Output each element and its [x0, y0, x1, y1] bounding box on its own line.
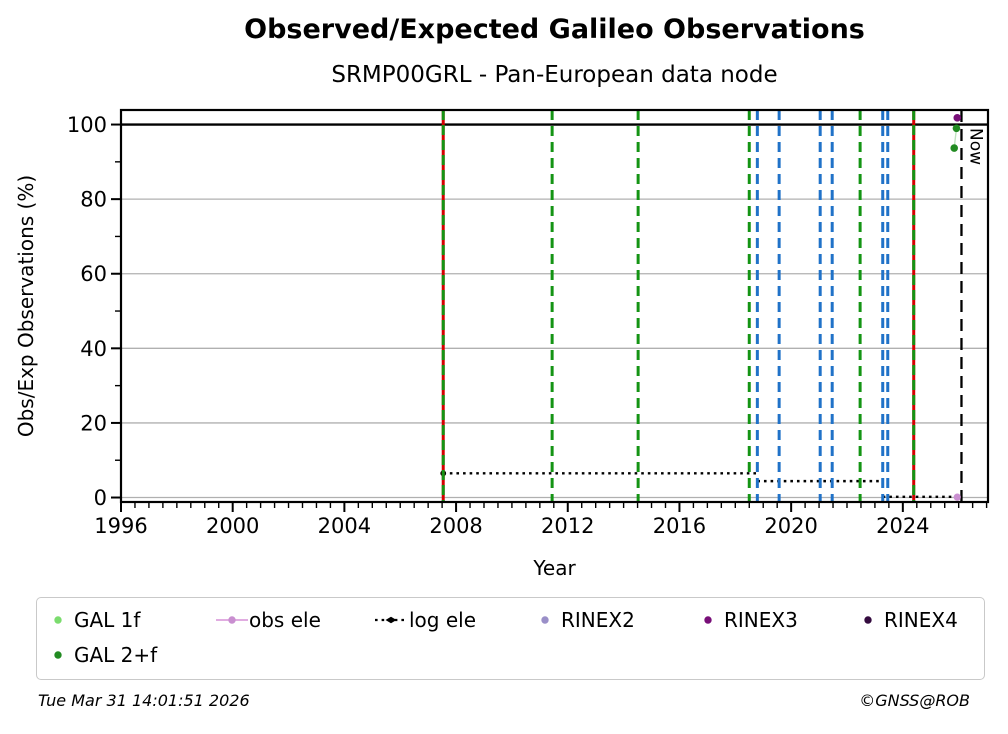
y-axis-label: Obs/Exp Observations (%) — [14, 174, 38, 438]
page-subtitle: SRMP00GRL - Pan-European data node — [331, 62, 778, 88]
legend: GAL 1f GAL 2+f obs ele log ele RINEX2 RINEX… — [36, 597, 985, 680]
data-point-rinex3 — [953, 114, 962, 122]
now-label: Now — [965, 128, 985, 165]
legend-marker-rinex2-dot-icon — [541, 616, 549, 624]
x-tick-label: 2004 — [318, 514, 371, 538]
legend-label-log_ele: log ele — [409, 608, 477, 632]
x-axis-label: Year — [533, 556, 576, 580]
data-point-obs-ele — [953, 493, 961, 501]
legend-label-rinex2: RINEX2 — [561, 608, 635, 632]
y-tick-label: 80 — [80, 188, 107, 212]
legend-label-rinex4: RINEX4 — [884, 608, 958, 632]
legend-marker-gal1f-dot-icon — [54, 616, 62, 624]
x-tick-label: 2000 — [206, 514, 259, 538]
x-tick-label: 2012 — [541, 514, 594, 538]
legend-marker-log_ele-line-icon — [375, 616, 407, 624]
x-tick-label: 2024 — [876, 514, 929, 538]
data-point-gal-2-f — [950, 144, 959, 152]
legend-label-gal2f: GAL 2+f — [74, 642, 158, 667]
y-tick-label: 20 — [80, 411, 107, 435]
plot-timestamp: Tue Mar 31 14:01:51 2026 — [38, 691, 250, 710]
legend-marker-gal2f-dot-icon — [54, 650, 62, 659]
x-tick-label: 2016 — [653, 514, 706, 538]
x-tick-label: 2020 — [764, 514, 817, 538]
legend-marker-rinex3-dot-icon — [704, 616, 712, 624]
page-title: Observed/Expected Galileo Observations — [244, 14, 865, 45]
legend-marker-rinex4-dot-icon — [864, 616, 872, 624]
y-tick-label: 40 — [80, 337, 107, 361]
x-tick-label: 1996 — [94, 514, 147, 538]
legend-label-obs_ele: obs ele — [249, 608, 321, 632]
y-tick-label: 60 — [80, 262, 107, 286]
axes-frame — [119, 108, 990, 504]
x-tick-label: 2008 — [429, 514, 482, 538]
y-tick-label: 100 — [67, 113, 107, 137]
y-tick-label: 0 — [94, 486, 107, 510]
legend-label-gal1f: GAL 1f — [74, 608, 141, 632]
legend-marker-obs_ele-line-icon — [216, 616, 248, 624]
data-point-gal-2-f — [952, 124, 961, 133]
legend-label-rinex3: RINEX3 — [724, 608, 798, 632]
copyright-credit: ©GNSS@ROB — [859, 691, 970, 710]
